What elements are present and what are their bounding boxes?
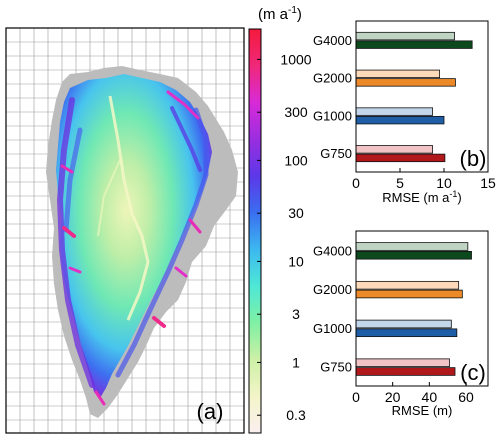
x-tick-label: 15 [480,175,496,191]
x-axis-label-c: RMSE (m) [392,403,453,418]
panel-label-c: (c) [460,360,486,385]
colorbar-tick-label: 100 [284,152,308,168]
bars-b [355,31,473,163]
bar-g1000-b [355,328,458,338]
bar-g1000-b [355,115,445,125]
x-tick-label: 5 [396,175,404,191]
category-label-g1000: G1000 [313,108,352,123]
category-label-g4000: G4000 [313,33,352,48]
colorbar: 1000 300 100 30 10 3 1 0.3 (m a-1) [248,5,312,434]
x-axis-label-b-close: ) [457,190,461,205]
colorbar-unit-text: (m a [258,6,289,23]
x-axis-label-b-superscript: -1 [449,189,457,199]
bar-g4000-b [355,250,472,260]
panel-label-a: (a) [197,399,224,424]
x-tick-label: 0 [352,175,360,191]
colorbar-tick-label: 1000 [280,51,311,67]
bar-g2000-b [355,289,463,299]
x-axis-label-b: RMSE (m a-1) [382,189,462,205]
category-label-g4000: G4000 [313,243,352,258]
category-labels-c: G4000 G2000 G1000 G750 [313,243,352,374]
x-tick-label: 20 [385,389,401,405]
ice-sheet-velocity [56,74,212,398]
colorbar-ticks: 1000 300 100 30 10 3 1 0.3 [257,51,312,423]
x-tick-label: 60 [458,389,474,405]
x-tick-label: 0 [352,389,360,405]
x-tick-label: 40 [422,389,438,405]
colorbar-tick-label: 0.3 [286,407,306,423]
bar-g2000-a [355,280,460,290]
ice-divide [108,95,150,321]
category-label-g750: G750 [320,146,352,161]
bar-g1000-a [355,107,433,116]
category-labels-b: G4000 G2000 G1000 G750 [313,33,352,161]
category-label-g2000: G2000 [313,71,352,86]
colorbar-tick-label: 300 [284,104,308,120]
bar-g4000-a [355,31,455,41]
x-axis-label-b-text: RMSE (m a [382,190,450,205]
map-frame [5,27,245,434]
bar-panel-b: G4000 G2000 G1000 G750 0 5 10 15 (b) RMSE (m a… [313,20,496,205]
axes-frame-c [355,230,489,387]
category-label-g750: G750 [320,360,352,375]
bar-panel-c: G4000 G2000 G1000 G750 0 20 40 60 (c) RMSE (m) [313,230,489,418]
colorbar-tick-label: 10 [288,253,304,269]
bar-g750-a [355,358,450,368]
category-label-g2000: G2000 [313,282,352,297]
bar-g2000-a [355,69,440,79]
category-label-g1000: G1000 [313,321,352,336]
bar-g1000-a [355,319,452,329]
colorbar-tick-label: 1 [292,354,300,370]
axes-frame-b [355,20,489,173]
map-panel: (a) [5,27,245,434]
bar-g750-a [355,145,433,154]
x-ticks-c: 0 20 40 60 [352,382,474,405]
bars-c [355,242,472,376]
colorbar-unit-superscript: -1 [288,5,297,16]
bar-g2000-b [355,78,456,87]
colorbar-tick-label: 3 [292,306,300,322]
bar-g750-b [355,367,456,376]
colorbar-unit-close: ) [297,6,302,23]
colorbar-tick-label: 30 [288,205,304,221]
colorbar-ramp [248,28,262,434]
bar-g4000-b [355,40,473,49]
greenland-map [46,66,238,418]
x-ticks-b: 0 5 10 15 [352,168,496,191]
x-tick-label: 10 [436,175,452,191]
bar-g750-b [355,153,446,163]
bar-g4000-a [355,242,469,251]
fast-flow-margins [56,90,209,406]
panel-label-b: (b) [460,146,487,171]
colorbar-unit-label: (m a-1) [258,5,302,23]
